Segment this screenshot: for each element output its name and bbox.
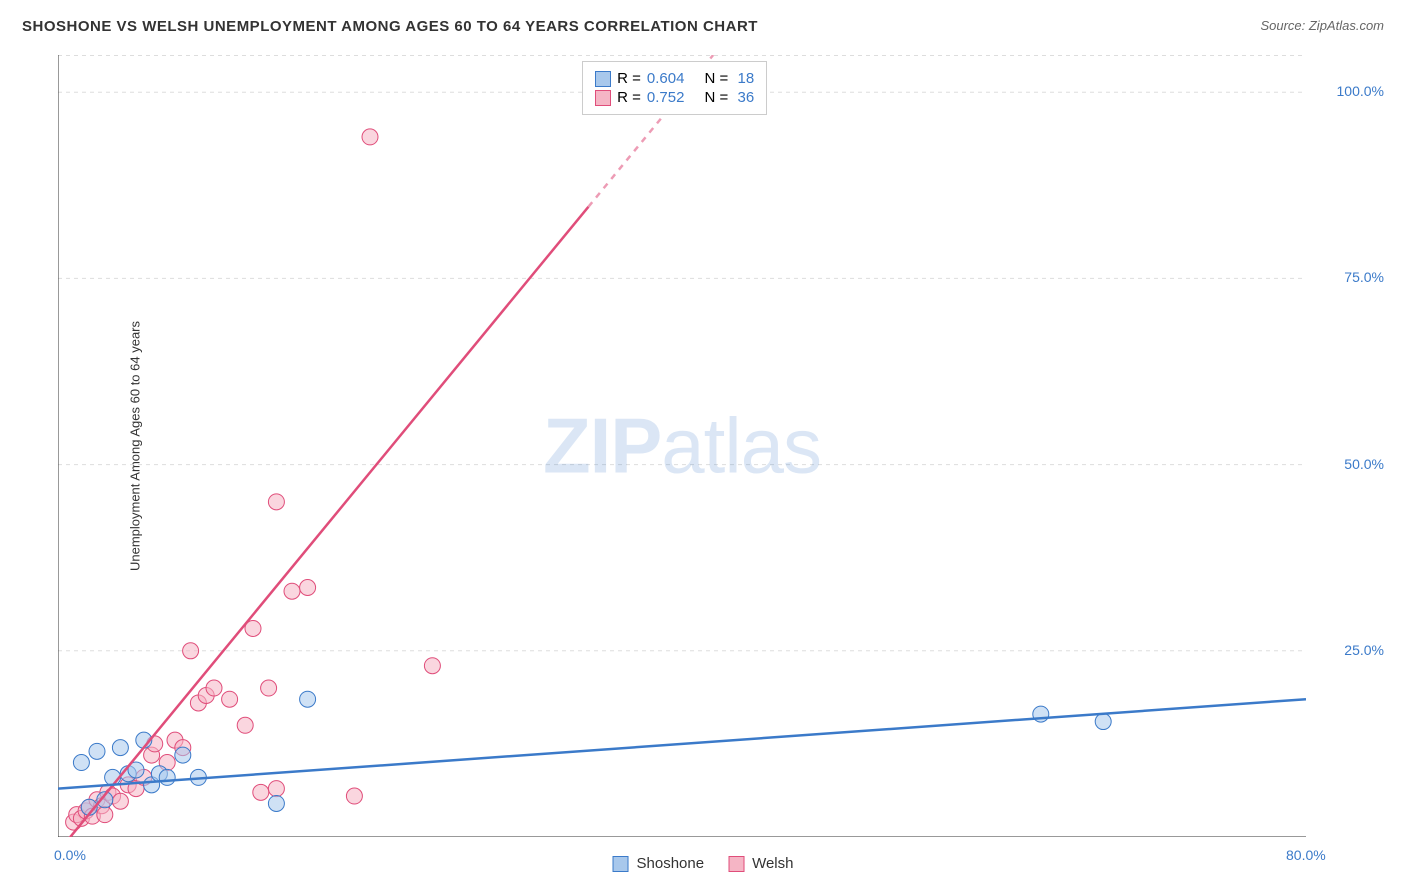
welsh-n-value: 36	[734, 89, 754, 106]
series-legend: Shoshone Welsh	[613, 855, 794, 872]
y-tick-label: 50.0%	[1344, 456, 1384, 472]
x-tick-label: 0.0%	[54, 847, 86, 863]
welsh-swatch-icon	[728, 856, 744, 872]
n-label: N =	[704, 70, 728, 87]
r-label: R =	[617, 89, 641, 106]
chart-area: ZIPatlas	[58, 55, 1306, 837]
shoshone-n-value: 18	[734, 70, 754, 87]
scatter-plot	[58, 55, 1306, 837]
welsh-label: Welsh	[752, 855, 793, 872]
legend-item-shoshone: Shoshone	[613, 855, 705, 872]
legend-row-shoshone: R = 0.604 N = 18	[595, 70, 754, 87]
source-label: Source: ZipAtlas.com	[1260, 18, 1384, 33]
r-label: R =	[617, 70, 641, 87]
correlation-legend: R = 0.604 N = 18 R = 0.752 N = 36	[582, 61, 767, 115]
welsh-r-value: 0.752	[647, 89, 685, 106]
n-label: N =	[704, 89, 728, 106]
y-tick-label: 75.0%	[1344, 269, 1384, 285]
shoshone-r-value: 0.604	[647, 70, 685, 87]
legend-row-welsh: R = 0.752 N = 36	[595, 89, 754, 106]
shoshone-swatch-icon	[613, 856, 629, 872]
legend-item-welsh: Welsh	[728, 855, 793, 872]
shoshone-swatch-icon	[595, 71, 611, 87]
x-tick-label: 80.0%	[1286, 847, 1326, 863]
welsh-swatch-icon	[595, 90, 611, 106]
y-tick-label: 25.0%	[1344, 642, 1384, 658]
chart-title: SHOSHONE VS WELSH UNEMPLOYMENT AMONG AGE…	[22, 18, 758, 35]
shoshone-label: Shoshone	[637, 855, 705, 872]
y-tick-label: 100.0%	[1337, 83, 1384, 99]
